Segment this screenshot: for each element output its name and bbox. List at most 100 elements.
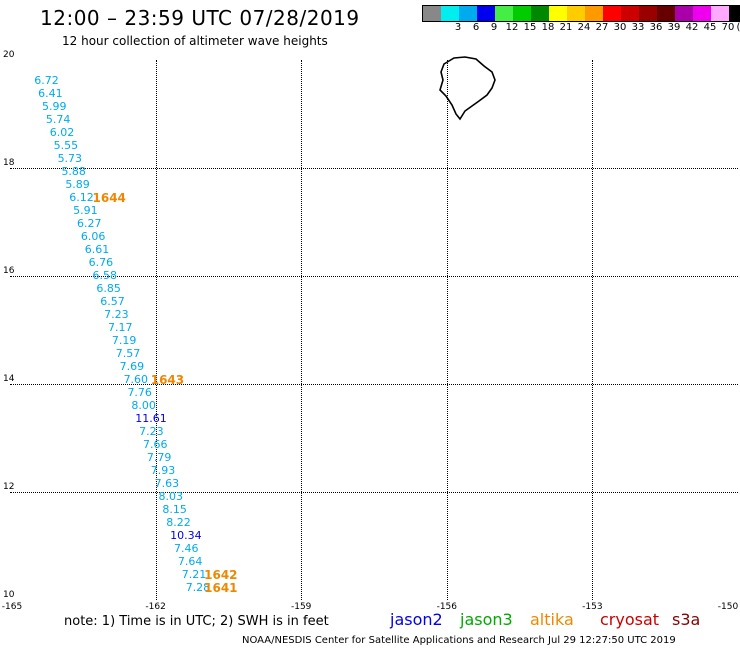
parallel-line (10, 168, 738, 169)
lon-tick-label: -153 (582, 602, 603, 612)
wave-height-value: 6.27 (76, 217, 102, 231)
wave-height-value: 10.34 (170, 528, 202, 542)
color-swatch (711, 6, 729, 21)
wave-height-value: 5.73 (57, 151, 83, 165)
wave-height-value: 5.99 (42, 99, 67, 113)
color-swatch (513, 6, 531, 21)
color-scale-label: 36 (649, 22, 663, 33)
parallel-line (10, 276, 738, 277)
color-scale-label: 9 (490, 22, 498, 33)
color-swatch (675, 6, 693, 21)
color-scale-label: 21 (559, 22, 573, 33)
page-title: 12:00 – 23:59 UTC 07/28/2019 (40, 6, 360, 30)
color-swatch (585, 6, 603, 21)
lon-tick-label: -162 (145, 602, 166, 612)
pass-time-label: 1644 (92, 190, 126, 205)
wave-height-value: 7.17 (108, 320, 133, 334)
color-swatch (549, 6, 567, 21)
color-scale-label: 27 (595, 22, 609, 33)
wave-height-value: 5.74 (45, 112, 71, 126)
lat-tick-label: 20 (3, 50, 15, 60)
wave-height-value: 7.28 (185, 581, 211, 595)
wave-height-value: 6.12 (69, 190, 94, 204)
lat-tick-label: 12 (3, 482, 15, 492)
page-subtitle: 12 hour collection of altimeter wave hei… (62, 34, 328, 48)
wave-height-value: 7.79 (146, 450, 172, 464)
color-scale-label: 70 (721, 22, 735, 33)
color-swatch (639, 6, 657, 21)
wave-height-value: 8.22 (166, 515, 191, 529)
wave-height-value: 5.91 (73, 204, 98, 218)
color-swatch (621, 6, 639, 21)
wave-height-value: 7.57 (115, 346, 141, 360)
color-scale-label: 30 (613, 22, 627, 33)
wave-height-value: 7.93 (150, 463, 176, 477)
pass-time-label: 1641 (204, 581, 238, 596)
wave-height-value: 8.15 (162, 502, 187, 516)
legend-satellite: altika (530, 610, 574, 629)
color-scale-label: 39 (667, 22, 681, 33)
wave-height-value: 6.61 (84, 243, 110, 257)
parallel-line (10, 492, 738, 493)
footnote: note: 1) Time is in UTC; 2) SWH is in fe… (64, 614, 329, 629)
wave-height-value: 7.64 (177, 555, 203, 569)
wave-height-value: 6.85 (96, 281, 121, 295)
wave-height-value: 5.55 (53, 138, 79, 152)
color-swatch (531, 6, 549, 21)
lon-tick-label: -165 (1, 602, 23, 612)
wave-height-value: 8.00 (131, 399, 156, 413)
wave-height-value: 7.76 (127, 386, 152, 400)
color-scale (422, 5, 740, 22)
color-swatch (567, 6, 585, 21)
color-scale-label: 12 (505, 22, 519, 33)
color-swatch (657, 6, 675, 21)
color-swatch (423, 6, 441, 21)
wave-height-value: 6.76 (88, 256, 114, 270)
wave-height-value: 6.41 (38, 87, 63, 101)
pass-time-label: 1642 (204, 568, 238, 583)
color-scale-label: 3 (454, 22, 462, 33)
color-swatch (603, 6, 621, 21)
legend-satellite: jason3 (460, 610, 513, 629)
wave-height-value: 6.02 (49, 125, 75, 139)
color-scale-label: 24 (577, 22, 591, 33)
color-swatch (495, 6, 513, 21)
color-swatch (477, 6, 495, 21)
color-scale-label: 33 (631, 22, 645, 33)
credit-line: NOAA/NESDIS Center for Satellite Applica… (242, 635, 676, 646)
wave-height-value: 6.06 (80, 230, 106, 244)
color-swatch (693, 6, 711, 21)
pass-time-label: 1643 (150, 373, 185, 388)
wave-height-value: 8.03 (158, 489, 184, 503)
lat-tick-label: 16 (3, 266, 15, 276)
wave-height-value: 7.19 (111, 333, 137, 347)
meridian-line (301, 60, 303, 600)
legend-satellite: s3a (672, 610, 701, 629)
wave-height-value: 5.89 (65, 177, 90, 191)
wave-height-value: 7.66 (142, 438, 168, 452)
wave-height-value: 7.63 (154, 476, 180, 490)
color-swatch (441, 6, 459, 21)
color-scale-label: 18 (541, 22, 555, 33)
color-scale-label: 6 (472, 22, 480, 33)
wave-height-value: 6.57 (100, 294, 125, 308)
wave-height-value: 7.23 (139, 425, 164, 439)
lat-tick-label: 10 (3, 590, 15, 600)
color-swatch (459, 6, 477, 21)
color-scale-label: 42 (685, 22, 699, 33)
lon-tick-label: -159 (290, 602, 312, 612)
color-scale-unit: (ft) (736, 22, 740, 33)
meridian-line (155, 60, 157, 600)
color-scale-label: 45 (703, 22, 717, 33)
parallel-line (10, 384, 738, 385)
wave-height-value: 6.58 (92, 269, 118, 282)
wave-height-value: 7.21 (181, 568, 207, 582)
color-scale-label: 15 (523, 22, 537, 33)
legend-satellite: cryosat (600, 610, 660, 629)
wave-height-value: 7.69 (119, 360, 145, 374)
meridian-line (592, 60, 594, 600)
wave-height-value: 7.46 (174, 542, 199, 556)
lat-tick-label: 14 (3, 374, 15, 384)
color-swatch (729, 6, 740, 21)
wave-height-value: 7.60 (123, 373, 149, 387)
